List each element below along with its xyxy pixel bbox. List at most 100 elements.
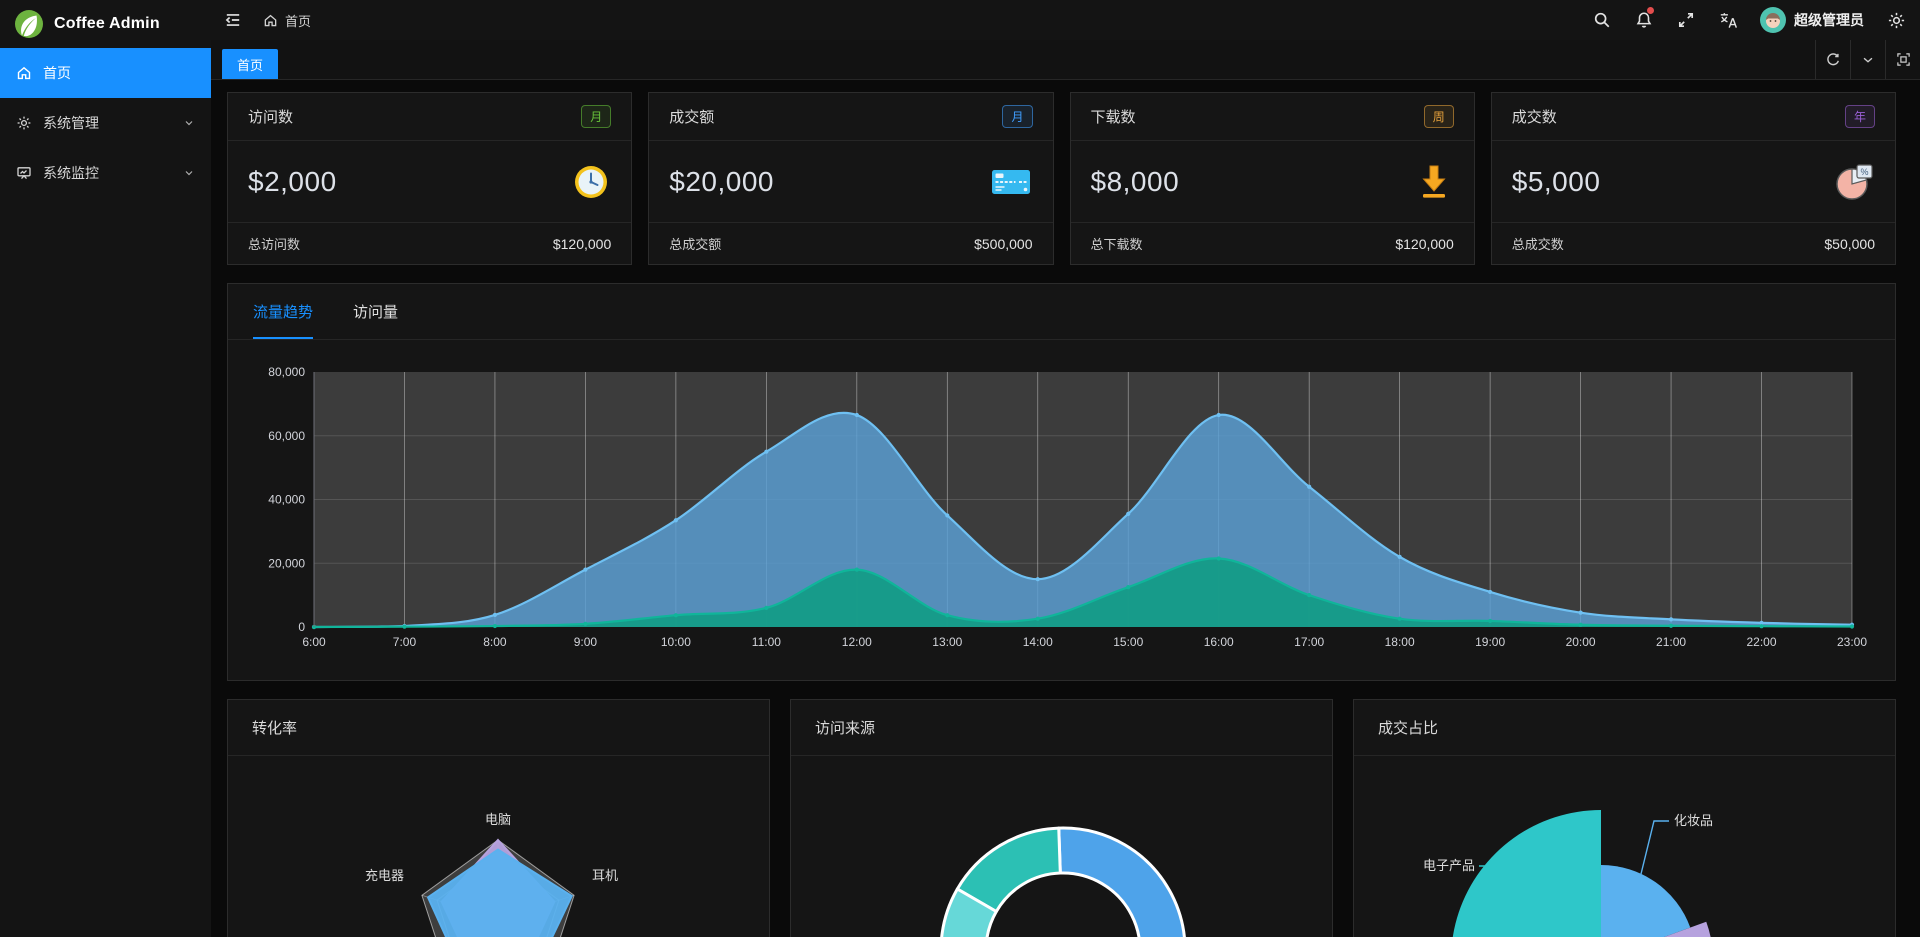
sidebar-collapse-button[interactable]	[223, 10, 243, 30]
monitor-icon	[17, 167, 31, 180]
stat-cards-row: 访问数 月 $2,000 总访问数 $120	[227, 92, 1896, 265]
stat-footer-label: 总访问数	[248, 237, 301, 252]
sidebar-menu: 首页 系统管理 系统监控	[0, 48, 211, 198]
logo[interactable]: Coffee Admin	[0, 0, 211, 48]
stat-value: $20,000	[669, 165, 774, 197]
svg-text:12:00: 12:00	[842, 635, 872, 649]
sidebar-item-system-monitor[interactable]: 系统监控	[0, 148, 211, 198]
notifications-button[interactable]	[1634, 7, 1654, 30]
stat-card-header: 访问数 月	[228, 93, 632, 141]
sidebar-item-system-management[interactable]: 系统管理	[0, 98, 211, 148]
svg-text:20,000: 20,000	[268, 556, 305, 570]
user-menu[interactable]: 超级管理员	[1760, 7, 1864, 33]
svg-text:电脑: 电脑	[485, 812, 511, 827]
topbar-actions: 超级管理员	[1592, 7, 1906, 33]
tabbar: 首页	[211, 40, 1920, 80]
search-icon	[1594, 12, 1610, 28]
gear-icon	[1888, 12, 1904, 28]
chevron-down-icon	[1863, 57, 1873, 63]
stat-card-header: 下载数 周	[1070, 93, 1474, 141]
sidebar-item-label: 系统管理	[43, 115, 99, 131]
main-area: 首页	[211, 0, 1920, 937]
stat-badge: 月	[1002, 105, 1033, 128]
stat-card-title: 下载数	[1090, 109, 1136, 126]
stat-card-footer: 总下载数 $120,000	[1070, 222, 1474, 264]
logo-text: Coffee Admin	[54, 15, 160, 32]
stat-footer-value: $500,000	[974, 235, 1033, 252]
avatar	[1760, 7, 1786, 33]
maximize-button[interactable]	[1885, 40, 1920, 79]
translate-icon	[1720, 12, 1737, 28]
bottom-cards-row: 转化率 电脑 充电器 耳机 访问来源 成交占比 电子产品 化妆品	[227, 699, 1896, 937]
stat-card-transactions-count: 成交数 年 $5,000 % 总成交数 $50	[1490, 92, 1896, 265]
svg-text:电子产品: 电子产品	[1423, 858, 1475, 873]
tab-controls	[1815, 40, 1920, 79]
translate-button[interactable]	[1718, 10, 1738, 30]
traffic-trend-card: 流量趋势 访问量 0 20,000 40,000 60,000 80,000 6:00 7:…	[227, 283, 1896, 681]
home-icon	[17, 66, 31, 80]
maximize-icon	[1896, 53, 1910, 66]
sidebar-item-label: 系统监控	[43, 165, 99, 181]
logo-icon	[15, 10, 43, 38]
svg-text:80,000: 80,000	[268, 365, 305, 379]
tab-options-button[interactable]	[1850, 40, 1885, 79]
stat-card-footer: 总成交额 $500,000	[649, 222, 1053, 264]
stat-card-title: 成交额	[669, 109, 715, 126]
svg-text:19:00: 19:00	[1475, 635, 1505, 649]
conversion-rate-card: 转化率 电脑 充电器 耳机	[227, 699, 770, 937]
stat-footer-value: $50,000	[1824, 235, 1875, 252]
refresh-icon	[1827, 52, 1839, 65]
menu-fold-icon	[225, 14, 240, 26]
tab-traffic-trend[interactable]: 流量趋势	[253, 284, 314, 339]
rose-pie-chart: 电子产品 化妆品	[1423, 810, 1713, 937]
svg-text:耳机: 耳机	[592, 868, 618, 883]
svg-text:11:00: 11:00	[752, 635, 781, 649]
refresh-button[interactable]	[1815, 40, 1850, 79]
chevron-down-icon	[185, 121, 193, 126]
chevron-down-icon	[185, 171, 193, 176]
svg-text:0: 0	[298, 620, 305, 634]
svg-text:17:00: 17:00	[1294, 635, 1324, 649]
stat-card-body: $20,000	[649, 141, 1052, 222]
svg-text:40,000: 40,000	[268, 493, 305, 507]
donut-chart	[940, 826, 1186, 937]
credit-card-icon	[991, 169, 1030, 194]
stat-value: $8,000	[1090, 165, 1180, 197]
tab-visit-volume[interactable]: 访问量	[353, 304, 399, 321]
fullscreen-button[interactable]	[1676, 10, 1696, 30]
notification-badge	[1647, 7, 1654, 14]
svg-text:化妆品: 化妆品	[1674, 813, 1713, 828]
settings-button[interactable]	[1886, 10, 1906, 30]
bell-icon	[1636, 12, 1652, 28]
svg-text:%: %	[1860, 167, 1868, 177]
tab-home[interactable]: 首页	[222, 49, 279, 79]
download-icon	[1422, 165, 1446, 198]
search-button[interactable]	[1592, 10, 1612, 30]
sidebar-item-label: 首页	[43, 65, 71, 81]
stat-value: $2,000	[248, 165, 337, 197]
stat-badge: 月	[581, 105, 612, 128]
trend-tabs: 流量趋势 访问量	[228, 284, 1895, 340]
svg-text:充电器: 充电器	[365, 868, 404, 883]
svg-text:22:00: 22:00	[1747, 635, 1777, 649]
svg-text:21:00: 21:00	[1656, 635, 1686, 649]
clock-icon	[575, 165, 608, 198]
stat-card-footer: 总成交数 $50,000	[1491, 222, 1895, 264]
svg-text:9:00: 9:00	[574, 635, 598, 649]
user-name: 超级管理员	[1794, 12, 1864, 28]
area-chart: 0 20,000 40,000 60,000 80,000 6:00 7:00 8:00 9:0…	[268, 365, 1867, 649]
home-icon	[264, 14, 277, 26]
svg-text:6:00: 6:00	[302, 635, 326, 649]
visit-source-card: 访问来源	[790, 699, 1333, 937]
sidebar-item-home[interactable]: 首页	[0, 48, 211, 98]
trend-chart-container: 0 20,000 40,000 60,000 80,000 6:00 7:00 8:00 9:0…	[228, 340, 1895, 664]
stat-badge: 周	[1423, 105, 1454, 128]
svg-text:20:00: 20:00	[1566, 635, 1596, 649]
breadcrumb[interactable]: 首页	[263, 11, 311, 30]
card-title: 成交占比	[1354, 700, 1895, 756]
stat-card-header: 成交数 年	[1491, 93, 1895, 141]
card-title: 访问来源	[791, 700, 1332, 756]
stat-card-header: 成交额 月	[649, 93, 1053, 141]
